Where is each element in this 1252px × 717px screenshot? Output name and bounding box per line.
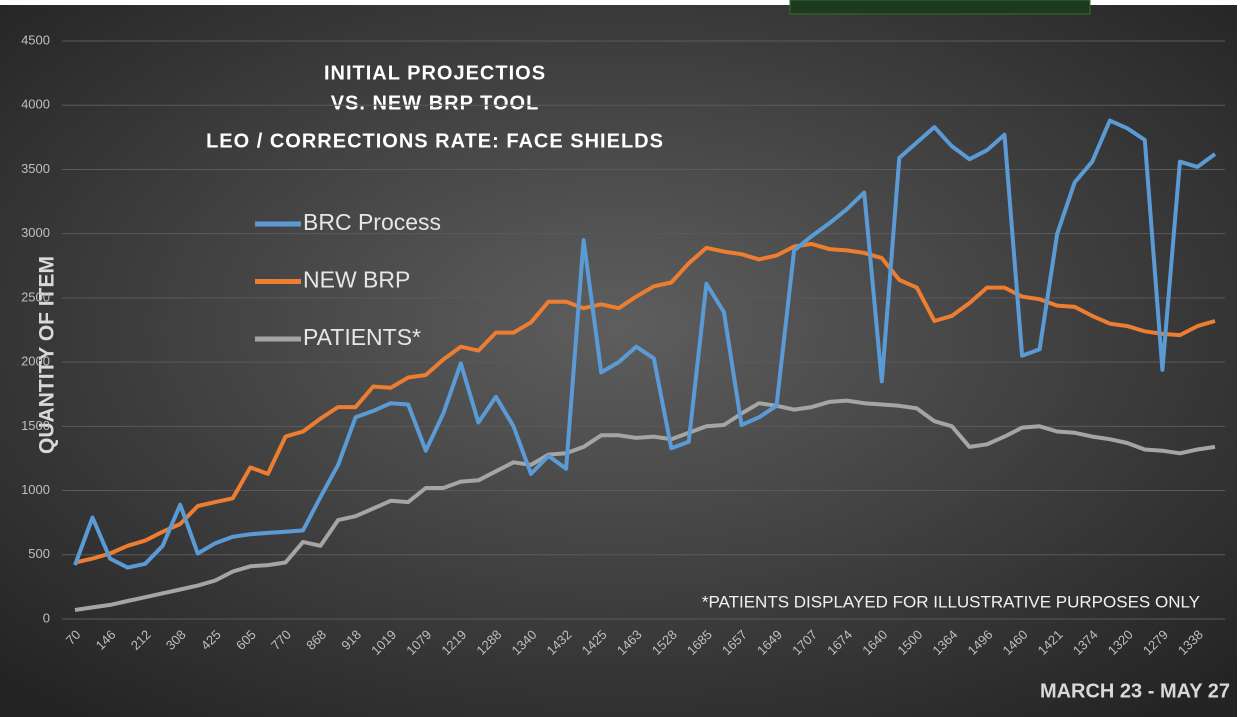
y-tick-label: 1500	[21, 418, 50, 433]
y-tick-label: 4000	[21, 97, 50, 112]
footnote: *PATIENTS DISPLAYED FOR ILLUSTRATIVE PUR…	[702, 592, 1200, 611]
y-tick-label: 2000	[21, 354, 50, 369]
legend-label: BRC Process	[303, 209, 441, 235]
top-box	[789, 0, 1091, 15]
chart-title: LEO / CORRECTIONS RATE: FACE SHIELDS	[206, 130, 664, 152]
y-tick-label: 2500	[21, 289, 50, 304]
series-line	[74, 398, 1216, 612]
y-tick-label: 3000	[21, 225, 50, 240]
legend-label: NEW BRP	[303, 267, 410, 293]
y-tick-label: 1000	[21, 482, 50, 497]
y-axis-label: QUANTITY OF ITEM	[36, 256, 59, 454]
y-tick-label: 3500	[21, 161, 50, 176]
series-line	[74, 241, 1216, 565]
chart-title: INITIAL PROJECTIOS	[324, 62, 546, 84]
y-tick-label: 500	[28, 546, 50, 561]
chart-title: VS. NEW BRP TOOL	[331, 92, 540, 114]
y-tick-label: 0	[43, 610, 50, 625]
series-line	[73, 118, 1217, 570]
y-tick-label: 4500	[21, 32, 50, 47]
legend-label: PATIENTS*	[303, 324, 421, 350]
date-range: MARCH 23 - MAY 27	[1040, 680, 1230, 702]
